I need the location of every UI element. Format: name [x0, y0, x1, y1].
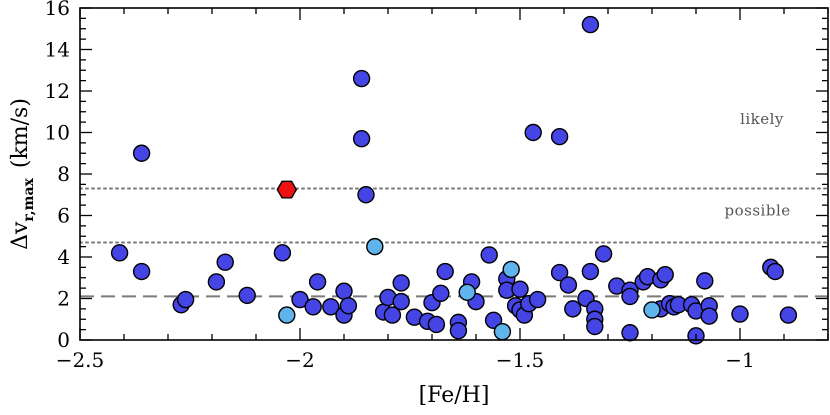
y-tick-label: 0	[57, 328, 70, 352]
data-point	[110, 244, 129, 262]
y-axis-label-unit: (km/s)	[8, 98, 33, 168]
data-point	[621, 324, 639, 342]
y-axis-label-main: Δv	[8, 221, 33, 250]
data-point	[493, 323, 512, 341]
y-tick-label: 8	[57, 162, 70, 186]
y-tick-label: 4	[57, 245, 70, 269]
data-point	[484, 311, 503, 329]
data-point	[559, 276, 578, 294]
data-point	[383, 306, 402, 324]
x-tick-label: −1	[725, 348, 754, 372]
data-point	[581, 262, 600, 281]
y-tick-label: 10	[45, 121, 70, 145]
plot-frame	[79, 7, 829, 341]
data-point	[207, 273, 226, 291]
y-axis-label-subscript: r,max	[21, 177, 37, 221]
y-axis-label: Δvr,max (km/s)	[8, 98, 37, 250]
data-point	[238, 286, 256, 305]
data-point	[304, 298, 322, 316]
data-point	[779, 306, 798, 324]
data-point	[550, 127, 569, 146]
data-point	[132, 262, 151, 281]
data-point	[432, 284, 450, 303]
data-point	[621, 287, 639, 306]
data-point	[308, 273, 327, 291]
y-tick-label: 6	[57, 204, 70, 228]
data-point	[550, 263, 569, 282]
data-point	[291, 290, 309, 309]
data-point	[352, 69, 371, 88]
data-point	[322, 298, 340, 316]
data-point	[132, 144, 151, 162]
data-point	[366, 237, 384, 256]
x-tick-label: −1.5	[496, 348, 545, 372]
data-point	[581, 15, 600, 34]
data-point	[528, 290, 547, 309]
reference-lines	[79, 187, 829, 298]
data-point	[524, 123, 542, 142]
data-point	[352, 130, 371, 148]
data-point	[449, 321, 468, 340]
data-point	[392, 292, 410, 311]
data-point	[586, 317, 604, 336]
data-point	[696, 272, 714, 290]
data-point	[278, 306, 296, 324]
data-point	[643, 301, 661, 319]
data-point	[335, 282, 353, 300]
annotation-possible: possible	[725, 202, 791, 220]
data-point	[427, 315, 446, 334]
data-point	[216, 253, 234, 271]
axis-ticks	[79, 7, 829, 341]
data-points	[110, 15, 798, 345]
data-point	[176, 290, 195, 309]
data-point	[273, 244, 292, 262]
y-tick-label: 16	[45, 0, 70, 20]
data-point	[502, 260, 520, 279]
data-point	[436, 262, 454, 281]
data-point	[656, 265, 674, 284]
data-point	[594, 245, 613, 263]
y-tick-label: 2	[57, 287, 70, 311]
data-point	[766, 262, 784, 281]
y-tick-label: 14	[45, 38, 70, 62]
data-point	[700, 307, 718, 325]
data-point-hexagon	[276, 180, 298, 199]
y-tick-label: 12	[45, 79, 70, 103]
data-point	[357, 186, 375, 204]
annotations: likely possible	[725, 110, 791, 219]
x-tick-label: −2	[285, 348, 314, 372]
data-point	[511, 280, 529, 298]
plot-border	[79, 7, 829, 341]
data-point	[339, 297, 358, 315]
data-point	[564, 300, 582, 318]
axis-labels: −2.5 −2 −1.5 −1 0 2 4 6 8 10 12 14 16 [Fe/H] Δvr,max (k…	[8, 0, 755, 408]
x-tick-label: −2.5	[56, 348, 105, 372]
data-point	[392, 274, 410, 292]
data-point	[480, 246, 498, 264]
data-point	[458, 283, 476, 301]
x-axis-label: [Fe/H]	[419, 383, 490, 408]
data-point	[731, 305, 749, 323]
annotation-likely: likely	[740, 110, 784, 128]
